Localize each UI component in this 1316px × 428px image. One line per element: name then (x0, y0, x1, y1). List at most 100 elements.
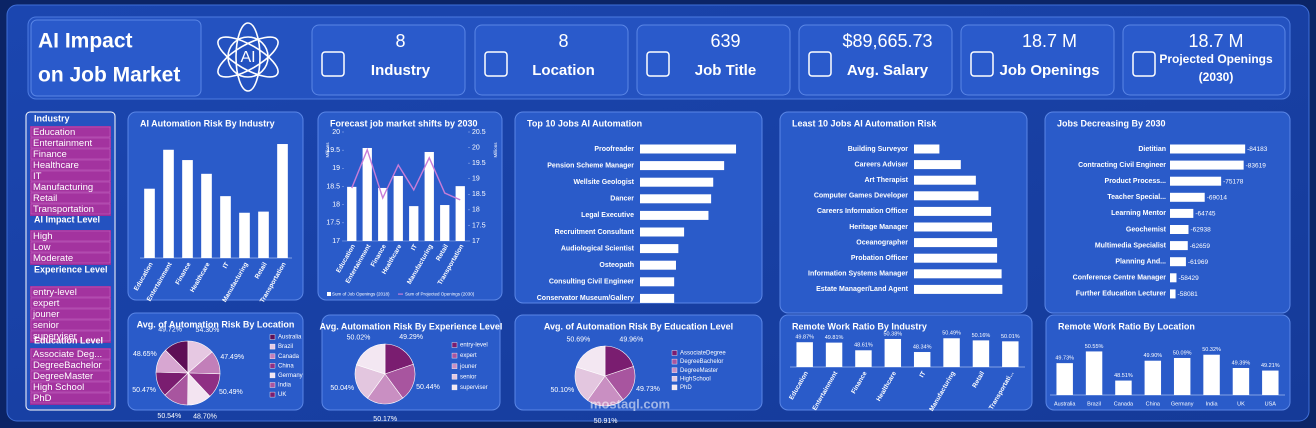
slicer-item[interactable] (30, 392, 111, 404)
slicer-item-label[interactable]: Moderate (33, 253, 73, 264)
slicer-item-label[interactable]: PhD (33, 393, 52, 404)
y-tick-label: Wellsite Geologist (573, 179, 634, 186)
legend-swatch (451, 374, 458, 380)
legend-swatch (671, 350, 678, 356)
slicer-item-label[interactable]: Transportation (33, 204, 94, 215)
slicer-item[interactable] (30, 252, 111, 264)
kpi-icon (970, 51, 994, 77)
x-tick-label: Germany (1171, 401, 1194, 407)
chart-title: Avg. Automation Risk By Experience Level (320, 321, 503, 331)
slicer-item-label[interactable]: Healthcare (33, 160, 79, 171)
legend-swatch (451, 342, 458, 348)
value-label: -62659 (1190, 243, 1211, 250)
value-label: 49.87% (795, 335, 814, 341)
legend-label: Germany (278, 373, 303, 379)
chart-title: Remote Work Ratio By Location (1058, 321, 1195, 331)
chart-panel (1045, 314, 1291, 411)
y-tick-label: Careers Information Officer (817, 208, 908, 215)
slicer-item-label[interactable]: Entertainment (33, 138, 93, 149)
legend-swatch (269, 391, 276, 398)
slicer-item[interactable] (30, 308, 111, 320)
kpi-card (798, 24, 953, 96)
bar (378, 187, 388, 241)
bar (914, 206, 992, 216)
icon-text: AI (240, 49, 255, 66)
value-label: 50.04% (330, 385, 354, 392)
bar (914, 222, 993, 232)
slicer-title: Experience Level (34, 264, 108, 274)
slicer-item[interactable] (30, 241, 111, 253)
value-label: 50.69% (566, 337, 590, 344)
slicer-item[interactable] (30, 319, 111, 331)
slicer-item-label[interactable]: entry-level (33, 287, 77, 298)
slicer-item-label[interactable]: superviser (33, 331, 77, 342)
bar (943, 338, 960, 367)
slicer-item[interactable] (30, 137, 111, 149)
slicer-item[interactable] (30, 181, 111, 193)
value-label: 48.65% (133, 351, 157, 358)
bar (914, 160, 961, 170)
slicer-item[interactable] (30, 126, 111, 138)
bar (1144, 360, 1162, 395)
legend-label: DegreeBachelor (680, 359, 723, 365)
slicer-item[interactable] (30, 381, 111, 393)
slicer-item[interactable] (30, 286, 111, 298)
slicer-item-label[interactable]: DegreeMaster (33, 371, 93, 382)
slicer-item[interactable] (30, 359, 111, 371)
value-label: 49.90% (1143, 353, 1162, 359)
kpi-icon (646, 51, 670, 77)
pie-slice (604, 366, 636, 401)
slicer-item-label[interactable]: Education (33, 127, 75, 138)
x-tick-label: IT (410, 243, 419, 252)
bar (1115, 380, 1132, 395)
slicer-item-label[interactable]: expert (33, 298, 60, 309)
slicer-item-label[interactable]: Manufacturing (33, 182, 93, 193)
slicer-item-label[interactable]: senior (33, 320, 59, 331)
value-label: 50.27% (203, 179, 210, 201)
slicer-item[interactable] (30, 159, 111, 171)
bar (1203, 354, 1220, 395)
slicer-item[interactable] (30, 192, 111, 204)
slicer-item-label[interactable]: jouner (32, 309, 59, 320)
slicer-item[interactable] (30, 370, 111, 382)
value-label: 49.59% (241, 218, 248, 240)
slicer-item-label[interactable]: Low (33, 242, 51, 253)
slicer-item-label[interactable]: Associate Deg... (33, 349, 102, 360)
x-tick-label: USA (1265, 401, 1277, 407)
value-label: 50.44% (416, 384, 440, 391)
slicer-item-label[interactable]: IT (33, 171, 42, 182)
value-label: 50.47% (132, 387, 156, 394)
legend-swatch (398, 293, 403, 295)
x-tick-label: China (1146, 401, 1161, 407)
bar (914, 175, 976, 185)
x-tick-label: Australia (1054, 401, 1076, 407)
kpi-label: Projected Openings (1159, 52, 1273, 66)
slicer-item-label[interactable]: Finance (33, 149, 67, 160)
y-tick-label: Computer Games Developer (814, 193, 908, 200)
kpi-icon (484, 51, 508, 77)
slicer-item-label[interactable]: High School (33, 382, 84, 393)
legend-label: expert (460, 353, 477, 359)
value-label: 62.73% (652, 180, 671, 186)
slicer-item-label[interactable]: High (33, 231, 53, 242)
slicer-item[interactable] (30, 230, 111, 242)
bar (424, 151, 434, 241)
bar (914, 284, 1003, 294)
value-label: 40.92% (918, 241, 937, 247)
slicer-item[interactable] (30, 148, 111, 160)
slicer-item-label[interactable]: Retail (33, 193, 57, 204)
value-label: 50.10% (550, 387, 574, 394)
kpi-card (1122, 24, 1286, 96)
slicer-item[interactable] (30, 348, 111, 360)
chart-title: AI Automation Risk By Industry (140, 118, 275, 128)
bar (1232, 368, 1250, 395)
slicer-item[interactable] (30, 297, 111, 309)
slicer-item-label[interactable]: DegreeBachelor (33, 360, 102, 371)
slicer-item[interactable] (30, 330, 111, 342)
bar (277, 144, 288, 258)
bar (239, 212, 250, 258)
slicer-item[interactable] (30, 203, 111, 215)
bar (393, 175, 403, 241)
slicer-item[interactable] (30, 170, 111, 182)
slicer-title: AI Impact Level (34, 214, 100, 224)
